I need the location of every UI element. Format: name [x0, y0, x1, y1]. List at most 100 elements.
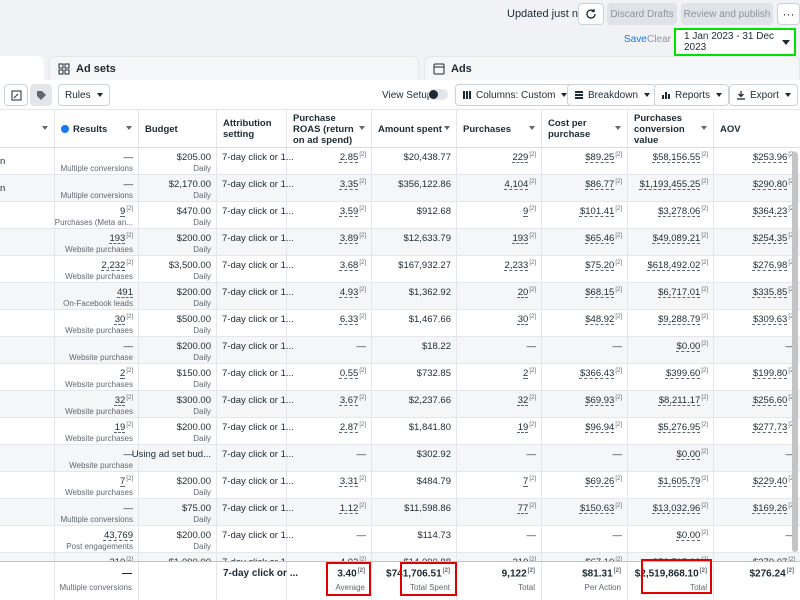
edit-button[interactable] [4, 84, 28, 106]
cell-purchases-value: 2,233[2] [504, 260, 536, 272]
table-row[interactable]: 30[2] Website purchases $500.00 Daily 7-day … [0, 310, 800, 337]
cell-roas: 2.85[2] [287, 148, 372, 175]
tab-ad-sets[interactable]: Ad sets [49, 56, 419, 80]
table-row[interactable]: 491 On-Facebook leads $200.00 Daily 7-day cl… [0, 283, 800, 310]
table-row[interactable]: n — Multiple conversions $2,170.00 Daily 7-da… [0, 175, 800, 202]
cell-result: 7[2] Website purchases [55, 472, 139, 499]
discard-drafts-button[interactable]: Discard Drafts [607, 3, 677, 25]
cell-result: 9[2] Purchases (Meta an... [55, 202, 139, 229]
cell-amount-value: $356,122.86 [398, 179, 451, 190]
tag-button[interactable] [30, 84, 52, 106]
table-row[interactable]: — Multiple conversions $75.00 Daily 7-day cl… [0, 499, 800, 526]
table-row[interactable]: 9[2] Purchases (Meta an... $470.00 Daily 7-d… [0, 202, 800, 229]
cell-budget-sub: Daily [193, 299, 211, 308]
cell-amount-value: $912.68 [416, 206, 451, 217]
reports-dropdown[interactable]: Reports [654, 84, 730, 106]
tab-campaigns[interactable] [0, 56, 44, 82]
cell-result: 43,769 Post engagements [55, 526, 139, 553]
cell-budget-value: $3,500.00 [168, 260, 211, 271]
ad-icon [433, 63, 445, 74]
cell-name [0, 202, 55, 229]
cell-attr-value: 7-day click or 1... [222, 341, 294, 352]
column-header-results[interactable]: Results [55, 110, 139, 148]
cell-budget-value: $300.00 [176, 395, 211, 406]
column-header-amount-spent[interactable]: Amount spent [372, 110, 457, 148]
cell-pcv: $399.60[2] [628, 364, 714, 391]
cell-result-value: 2,232[2] [101, 260, 133, 272]
table-row[interactable]: 193[2] Website purchases $200.00 Daily 7-day… [0, 229, 800, 256]
column-header-conversion-value[interactable]: Purchases conversion value [628, 110, 714, 148]
cell-cpp-value: $68.15[2] [585, 287, 622, 299]
grid-icon [58, 63, 70, 74]
cell-result-value: 32[2] [114, 395, 133, 407]
table-row[interactable]: — Website purchase $200.00 Daily 7-day click… [0, 337, 800, 364]
cell-budget: $150.00 Daily [139, 364, 217, 391]
cell-cpp-value: $48.92[2] [585, 314, 622, 326]
refresh-button[interactable] [578, 3, 604, 25]
cell-purchases-value: 20[2] [517, 287, 536, 299]
cell-result-value: — [123, 341, 134, 352]
vertical-scrollbar[interactable] [792, 152, 798, 552]
cell-result-value: — [123, 503, 134, 514]
column-header-aov[interactable]: AOV [714, 110, 800, 148]
column-header-cost-per-purchase[interactable]: Cost per purchase [542, 110, 628, 148]
save-link[interactable]: Save [624, 34, 647, 45]
cell-budget-value: $75.00 [181, 503, 211, 514]
cell-roas: 3.67[2] [287, 391, 372, 418]
row-name[interactable]: n [0, 183, 6, 194]
column-header-name[interactable] [0, 110, 55, 148]
chevron-down-icon [644, 93, 651, 97]
cell-purchases: 19[2] [457, 418, 542, 445]
tab-ads[interactable]: Ads [424, 56, 800, 80]
table-row[interactable]: 2[2] Website purchases $150.00 Daily 7-day c… [0, 364, 800, 391]
date-range-picker[interactable]: 1 Jan 2023 - 31 Dec 2023 [674, 28, 796, 56]
column-header-attribution[interactable]: Attribution setting [217, 110, 287, 148]
totals-aov-value: $276.24[2] [749, 568, 795, 580]
cell-amount-value: $20,438.77 [403, 152, 451, 163]
column-header-purchases[interactable]: Purchases [457, 110, 542, 148]
review-publish-button[interactable]: Review and publish [681, 3, 773, 25]
column-header-pcv-label: Purchases conversion value [634, 112, 685, 146]
column-header-roas[interactable]: Purchase ROAS (return on ad spend) [287, 110, 372, 148]
chevron-down-icon [701, 126, 707, 130]
cell-pcv: $49,089.21[2] [628, 229, 714, 256]
rules-dropdown[interactable]: Rules [58, 84, 110, 106]
cell-purchases-value: 4,104[2] [504, 179, 536, 191]
row-name[interactable]: n [0, 156, 6, 167]
cell-pcv: $58,156.55[2] [628, 148, 714, 175]
more-options-button[interactable]: ··· [777, 3, 800, 25]
clear-link[interactable]: Clear [647, 34, 671, 45]
cell-budget: $3,500.00 Daily [139, 256, 217, 283]
columns-label: Columns: Custom [476, 89, 556, 101]
cell-roas-value: 0.55[2] [339, 368, 366, 380]
cell-budget-sub: Daily [193, 218, 211, 227]
table-row[interactable]: — Website purchase Using ad set bud... 7-da… [0, 445, 800, 472]
cell-roas: 3.31[2] [287, 472, 372, 499]
column-header-budget[interactable]: Budget [139, 110, 217, 148]
table-row[interactable]: 7[2] Website purchases $200.00 Daily 7-day c… [0, 472, 800, 499]
cell-name [0, 418, 55, 445]
view-setup-toggle[interactable] [428, 89, 448, 100]
table-row[interactable]: 32[2] Website purchases $300.00 Daily 7-day … [0, 391, 800, 418]
view-setup-label: View Setup [382, 90, 433, 101]
table-row[interactable]: 19[2] Website purchases $200.00 Daily 7-day … [0, 418, 800, 445]
cell-aov-value: $169.26[2] [752, 503, 795, 515]
cell-amount-value: $1,362.92 [408, 287, 451, 298]
export-dropdown[interactable]: Export [729, 84, 798, 106]
columns-dropdown[interactable]: Columns: Custom [455, 84, 575, 106]
cell-pcv-value: $0.00[2] [676, 449, 708, 461]
cell-roas: 6.33[2] [287, 310, 372, 337]
totals-purchases-cell: 9,122[2] Total [457, 562, 542, 600]
tab-ad-sets-label: Ad sets [76, 62, 116, 75]
cell-attr: 7-day click or 1... [217, 202, 294, 229]
cell-purchases: 229[2] [457, 148, 542, 175]
chevron-down-icon [716, 93, 723, 97]
cell-aov-value: $276.98[2] [752, 260, 795, 272]
table-row[interactable]: 43,769 Post engagements $200.00 Daily 7-day … [0, 526, 800, 553]
cell-aov: — [714, 337, 800, 364]
table-row[interactable]: n — Multiple conversions $205.00 Daily 7-day … [0, 148, 800, 175]
breakdown-dropdown[interactable]: Breakdown [567, 84, 658, 106]
cell-result-value: 30[2] [114, 314, 133, 326]
table-row[interactable]: 2,232[2] Website purchases $3,500.00 Daily 7… [0, 256, 800, 283]
cell-pcv: $0.00[2] [628, 337, 714, 364]
